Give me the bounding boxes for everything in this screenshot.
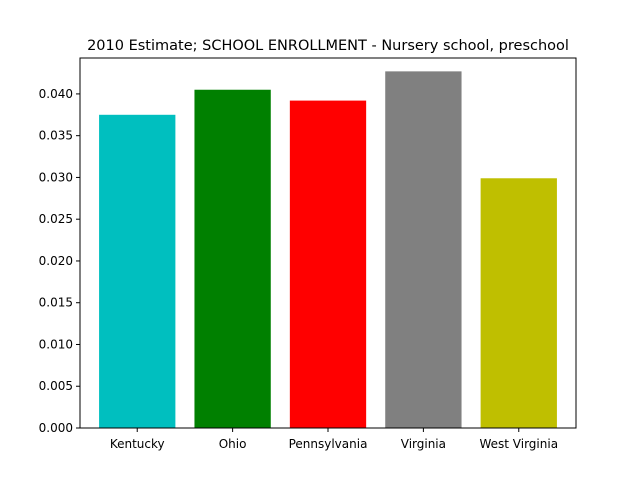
x-tick-label: West Virginia (479, 437, 558, 451)
x-tick-label: Pennsylvania (289, 437, 368, 451)
y-tick-label: 0.015 (39, 296, 73, 310)
bar-west-virginia (480, 178, 557, 428)
bar-pennsylvania (289, 100, 367, 428)
y-tick-label: 0.020 (39, 254, 73, 268)
y-tick-label: 0.040 (39, 87, 73, 101)
bar-virginia (385, 71, 462, 428)
y-tick-label: 0.025 (39, 212, 73, 226)
x-tick-label: Ohio (219, 437, 247, 451)
y-tick-label: 0.030 (39, 170, 73, 184)
y-tick-label: 0.035 (39, 129, 73, 143)
chart-title: 2010 Estimate; SCHOOL ENROLLMENT - Nurse… (87, 38, 569, 54)
plot-frame (79, 57, 577, 429)
y-tick-label: 0.000 (39, 421, 73, 435)
bar-ohio (194, 89, 271, 428)
bars-layer (99, 71, 557, 428)
x-tick-label: Kentucky (110, 437, 165, 451)
x-axis: Kentucky Ohio Pennsylvania Virginia West Vir… (110, 428, 558, 451)
x-tick-label: Virginia (401, 437, 446, 451)
y-tick-label: 0.005 (39, 379, 73, 393)
bar-kentucky (99, 114, 176, 428)
y-tick-label: 0.010 (39, 337, 73, 351)
y-axis: 0.000 0.005 0.010 0.015 0.020 0.025 0.030 0.035… (39, 87, 80, 435)
